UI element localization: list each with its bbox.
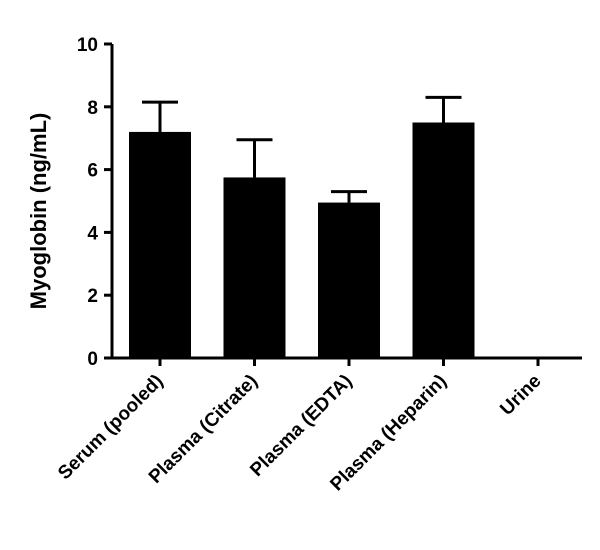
x-axis-category-labels: Serum (pooled)Plasma (Citrate)Plasma (ED…: [54, 371, 545, 496]
y-tick-label: 0: [87, 349, 98, 370]
y-tick-label: 6: [87, 161, 98, 182]
y-axis-ticks: 0 2 4 6 8 10: [77, 35, 112, 370]
bar: [223, 177, 286, 358]
bar: [318, 202, 380, 358]
y-tick-label: 8: [87, 98, 98, 119]
bars: [129, 122, 475, 358]
x-category-label: Urine: [496, 371, 545, 420]
x-category-label: Plasma (EDTA): [246, 371, 356, 481]
y-tick-label: 2: [87, 286, 98, 307]
bar: [129, 131, 191, 358]
error-bars: [142, 95, 462, 203]
y-tick-label: 10: [77, 35, 98, 56]
y-axis-title: Myoglobin (ng/mL): [26, 113, 51, 310]
y-tick-label: 4: [87, 223, 98, 244]
bar: [412, 122, 475, 358]
